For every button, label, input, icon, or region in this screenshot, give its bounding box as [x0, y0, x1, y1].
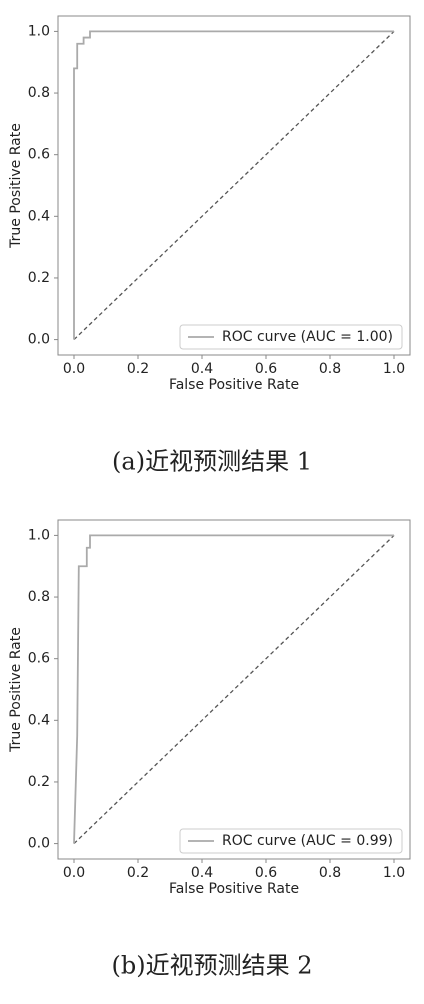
caption: (a)近视预测结果 1	[112, 448, 312, 476]
x-tick-label: 0.8	[319, 361, 341, 377]
y-tick-label: 0.0	[28, 332, 50, 348]
y-tick-label: 1.0	[28, 527, 50, 543]
y-tick-label: 0.2	[28, 774, 50, 790]
roc-curve	[73, 534, 394, 844]
y-tick-label: 0.2	[28, 270, 50, 286]
x-axis-label: False Positive Rate	[169, 377, 299, 393]
y-tick-label: 0.8	[28, 85, 50, 101]
x-tick-label: 0.2	[127, 865, 149, 881]
y-tick-label: 0.4	[28, 712, 50, 728]
legend-box	[179, 324, 403, 350]
roc-curve	[73, 30, 394, 340]
x-tick-label: 0.4	[191, 361, 213, 377]
diagonal-line	[73, 30, 395, 341]
y-tick-label: 0.0	[28, 836, 50, 852]
legend-label: ROC curve (AUC = 0.99)	[222, 833, 393, 849]
diagonal-line	[73, 534, 395, 845]
x-tick-label: 0.8	[319, 865, 341, 881]
x-tick-label: 0.0	[63, 361, 85, 377]
x-tick-label: 0.0	[63, 865, 85, 881]
y-tick-label: 0.6	[28, 651, 50, 667]
plot-area	[57, 15, 411, 356]
x-tick-label: 1.0	[383, 361, 405, 377]
y-tick-label: 1.0	[28, 23, 50, 39]
x-tick-label: 0.6	[255, 361, 277, 377]
x-tick-label: 0.2	[127, 361, 149, 377]
y-tick-label: 0.8	[28, 589, 50, 605]
legend-label: ROC curve (AUC = 1.00)	[222, 329, 393, 345]
x-tick-label: 0.4	[191, 865, 213, 881]
plot-area	[57, 519, 411, 860]
caption: (b)近视预测结果 2	[112, 952, 313, 980]
y-axis-label: True Positive Rate	[8, 123, 24, 249]
x-axis-label: False Positive Rate	[169, 881, 299, 897]
x-tick-label: 1.0	[383, 865, 405, 881]
legend-box	[179, 828, 403, 854]
y-tick-label: 0.6	[28, 147, 50, 163]
y-axis-label: True Positive Rate	[8, 627, 24, 753]
x-tick-label: 0.6	[255, 865, 277, 881]
y-tick-label: 0.4	[28, 208, 50, 224]
